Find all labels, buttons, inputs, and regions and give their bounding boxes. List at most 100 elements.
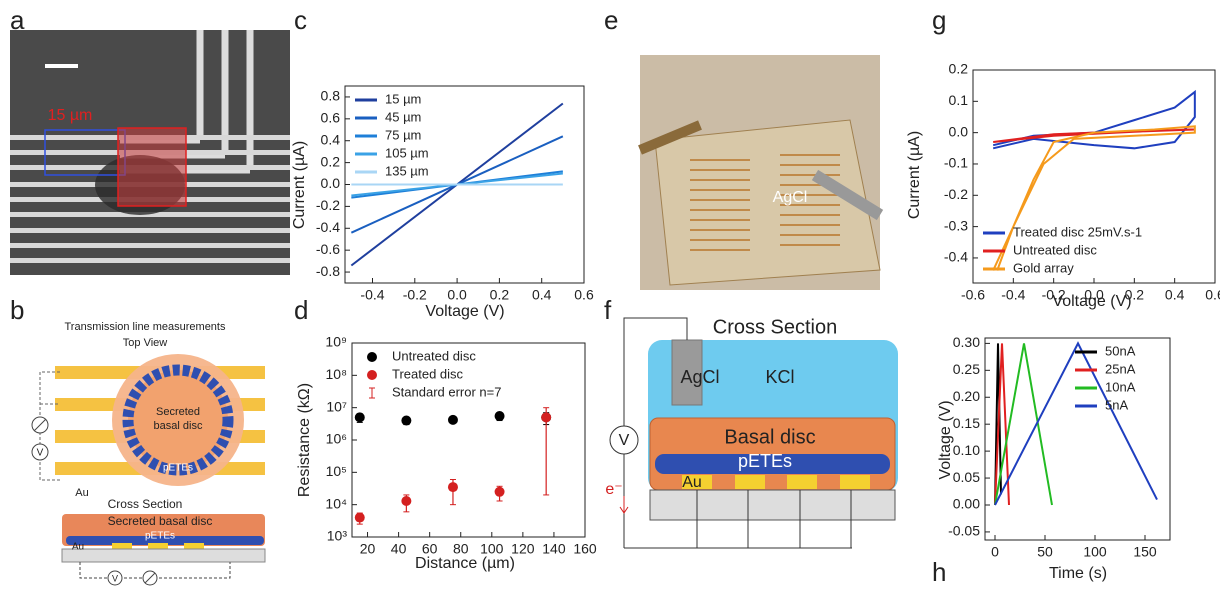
y-tick-label: 0.6	[321, 110, 341, 126]
diagram-label: V	[619, 432, 630, 449]
y-tick-label: 0.00	[953, 496, 980, 512]
series-line	[994, 343, 1053, 506]
device-photo: AgCl	[638, 55, 884, 290]
x-tick-label: 0.2	[490, 287, 510, 303]
y-tick-label: 0.10	[953, 442, 980, 458]
micrograph: 15 µm	[10, 30, 290, 275]
diagram-label: Au	[682, 474, 702, 491]
panel-label: g	[932, 5, 946, 35]
x-tick-label: -0.2	[1042, 287, 1066, 303]
y-tick-label: -0.4	[944, 249, 968, 265]
y-axis-label: Voltage (V)	[937, 400, 954, 479]
legend-label: Untreated disc	[1013, 242, 1097, 257]
legend-label: 45 µm	[385, 109, 421, 124]
legend-label: 75 µm	[385, 127, 421, 142]
diagram-label: e⁻	[605, 481, 622, 498]
x-tick-label: 120	[511, 541, 535, 557]
y-tick-label: -0.1	[944, 155, 968, 171]
x-tick-label: -0.4	[360, 287, 384, 303]
y-tick-label: 10⁶	[326, 431, 347, 447]
x-tick-label: 20	[360, 541, 376, 557]
y-axis-label: Current (µA)	[291, 141, 308, 229]
y-tick-label: 0.8	[321, 88, 341, 104]
x-tick-label: 0.4	[532, 287, 552, 303]
diagram-label: Au	[75, 487, 88, 499]
diagram-title: Transmission line measurements	[65, 321, 226, 333]
x-tick-label: 160	[573, 541, 597, 557]
y-tick-label: 10⁷	[326, 398, 347, 414]
cross-section-diagram: Cross Section AgCl KCl Basal disc pETEs …	[605, 316, 898, 549]
y-tick-label: 0.0	[321, 175, 341, 191]
y-tick-label: -0.3	[944, 217, 968, 233]
y-tick-label: -0.2	[316, 197, 340, 213]
point	[541, 412, 552, 423]
x-tick-label: 80	[453, 541, 469, 557]
series-line	[994, 343, 1010, 506]
y-tick-label: 0.2	[949, 61, 969, 77]
x-axis-label: Voltage (V)	[1052, 293, 1131, 310]
legend-swatch	[367, 352, 377, 362]
legend-label: 15 µm	[385, 91, 421, 106]
y-tick-label: 0.05	[953, 469, 980, 485]
y-axis-label: Resistance (kΩ)	[296, 383, 313, 497]
legend-label: Standard error n=7	[392, 384, 501, 399]
y-tick-label: -0.2	[944, 186, 968, 202]
y-tick-label: 0.1	[949, 92, 969, 108]
y-tick-label: 0.20	[953, 388, 980, 404]
legend-label: Untreated disc	[392, 348, 476, 363]
panel-label: a	[10, 5, 25, 35]
y-tick-label: -0.05	[948, 523, 980, 539]
diagram-label: Secreted basal disc	[108, 514, 213, 528]
diagram-label: V	[37, 448, 44, 459]
x-tick-label: 140	[542, 541, 566, 557]
diagram-label: KCl	[765, 367, 794, 387]
x-tick-label: -0.4	[1001, 287, 1025, 303]
y-tick-label: 0.4	[321, 131, 341, 147]
panel-label: h	[932, 557, 946, 587]
series-line	[993, 128, 1195, 144]
point	[494, 486, 505, 497]
x-tick-label: 0.0	[1084, 287, 1104, 303]
y-tick-label: -0.4	[316, 219, 340, 235]
point	[447, 482, 458, 493]
y-tick-label: 10⁸	[326, 366, 348, 382]
tlm-schematic: Transmission line measurements Top View …	[31, 321, 266, 586]
point	[354, 512, 365, 523]
y-tick-label: 0.2	[321, 153, 341, 169]
y-tick-label: -0.6	[316, 241, 340, 257]
legend-label: 50nA	[1105, 343, 1136, 358]
panel-label: b	[10, 295, 24, 325]
diagram-label: pETEs	[163, 463, 193, 474]
photo-label: AgCl	[773, 189, 808, 206]
y-axis-label: Current (µA)	[906, 131, 923, 219]
legend-label: Treated disc 25mV.s-1	[1013, 224, 1142, 239]
y-tick-label: 10⁵	[326, 463, 347, 479]
x-tick-label: 0.6	[574, 287, 594, 303]
x-tick-label: 50	[1037, 544, 1053, 560]
point	[447, 414, 458, 425]
x-tick-label: 100	[1083, 544, 1107, 560]
y-tick-label: 0.30	[953, 334, 980, 350]
diagram-title: Cross Section	[713, 316, 838, 338]
diagram-label: Au	[72, 542, 84, 553]
x-tick-label: 100	[480, 541, 504, 557]
diagram-label: pETEs	[738, 451, 792, 471]
series-line	[992, 125, 1196, 271]
panel-label: f	[604, 295, 612, 325]
panel-label: c	[294, 5, 307, 35]
point	[354, 412, 365, 423]
x-tick-label: 40	[391, 541, 407, 557]
point	[401, 415, 412, 426]
x-tick-label: 0.6	[1205, 287, 1220, 303]
point	[494, 411, 505, 422]
y-tick-label: 0.0	[949, 123, 969, 139]
x-tick-label: 60	[422, 541, 438, 557]
diagram-label: Secreted	[156, 406, 200, 418]
y-tick-label: 10³	[327, 528, 348, 544]
legend-label: 135 µm	[385, 163, 429, 178]
diagram-subtitle: Top View	[123, 337, 167, 349]
panel-label: e	[604, 5, 618, 35]
legend-label: 25nA	[1105, 361, 1136, 376]
scale-label: 15 µm	[48, 107, 93, 124]
x-axis-label: Time (s)	[1049, 565, 1107, 582]
